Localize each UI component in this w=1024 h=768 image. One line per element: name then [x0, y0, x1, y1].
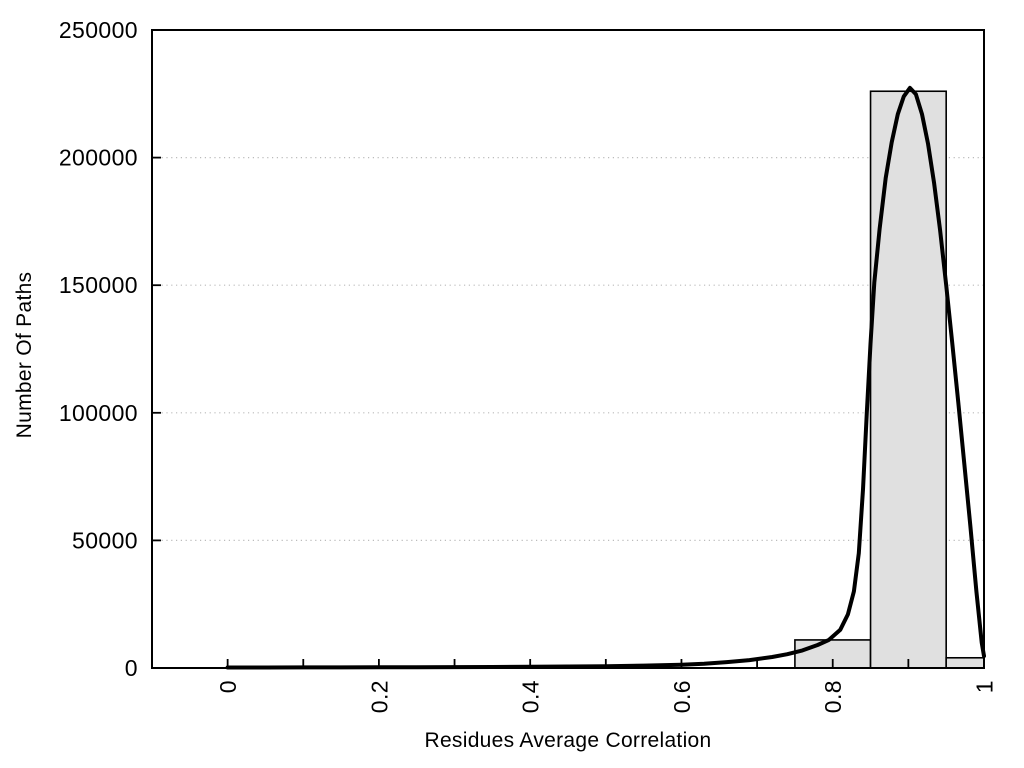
y-tick-label: 0 [125, 655, 138, 681]
fit-curve [225, 85, 986, 670]
y-tick-label: 50000 [72, 527, 138, 553]
x-tick-label: 0.2 [366, 680, 392, 713]
histogram-bar [945, 656, 985, 669]
x-axis-title: Residues Average Correlation [424, 729, 712, 752]
x-tick-label: 0.6 [669, 680, 695, 713]
x-tick-label: 1 [972, 680, 998, 693]
y-tick-label: 200000 [59, 145, 138, 171]
y-tick-label: 100000 [59, 400, 138, 426]
y-tick-label: 250000 [59, 17, 138, 43]
y-axis-title: Number Of Paths [13, 271, 36, 439]
x-tick-label: 0.4 [518, 680, 544, 713]
x-tick-label: 0 [215, 680, 241, 693]
plot-border [151, 29, 985, 669]
y-tick-label: 150000 [59, 272, 138, 298]
x-tick-label: 0.8 [820, 680, 846, 713]
